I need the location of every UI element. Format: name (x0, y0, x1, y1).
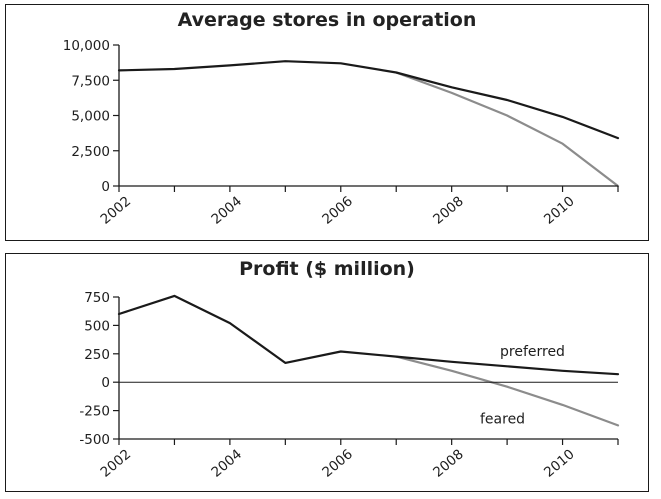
profit-series-label-preferred: preferred (500, 344, 565, 360)
profit-y-tick-label: 500 (84, 318, 110, 334)
stores-x-tick-label: 2008 (430, 193, 467, 227)
stores-chart-title: Average stores in operation (177, 9, 477, 31)
profit-chart-title: Profit ($ million) (239, 258, 415, 280)
profit-chart-plot: -500 -250 0 250 500 750 2002 2004 2006 2008 2010 pr… (79, 290, 620, 481)
stores-x-tick-label: 2010 (541, 193, 578, 227)
profit-x-tick-label: 2002 (98, 446, 135, 480)
profit-x-tick-label: 2004 (208, 446, 245, 480)
stores-x-tick-label: 2002 (98, 193, 135, 227)
profit-x-tick-label: 2010 (541, 446, 578, 480)
stores-x-tick-label: 2004 (208, 193, 245, 227)
profit-y-tick-label: -250 (79, 404, 110, 420)
stores-series-line-2 (395, 71, 620, 188)
profit-y-tick-label: 750 (84, 290, 110, 306)
stores-chart-plot: 0 2,500 5,000 7,500 10,000 2002 2004 2006 2008 20… (63, 38, 620, 228)
profit-x-tick-label: 2008 (430, 446, 467, 480)
stores-y-tick-label: 5,000 (71, 109, 110, 125)
profit-series-line-1 (117, 294, 620, 376)
profit-series-line-2 (395, 355, 620, 427)
stores-chart-panel: Average stores in operation 0 2,500 5,000 7… (5, 4, 649, 241)
stores-x-tick-label: 2006 (319, 193, 356, 227)
stores-y-tick-label: 10,000 (63, 38, 110, 54)
profit-chart-panel: Profit ($ million) -500 -250 0 250 500 750 200… (5, 253, 649, 492)
stores-y-tick-label: 0 (101, 179, 110, 195)
profit-series-label-feared: feared (480, 411, 525, 427)
stores-series-line-1 (117, 60, 620, 140)
profit-y-tick-label: -500 (79, 432, 110, 448)
stores-y-tick-label: 7,500 (71, 73, 110, 89)
profit-y-tick-label: 250 (84, 347, 110, 363)
profit-x-tick-label: 2006 (319, 446, 356, 480)
stores-y-tick-label: 2,500 (71, 144, 110, 160)
profit-y-tick-label: 0 (101, 375, 110, 391)
